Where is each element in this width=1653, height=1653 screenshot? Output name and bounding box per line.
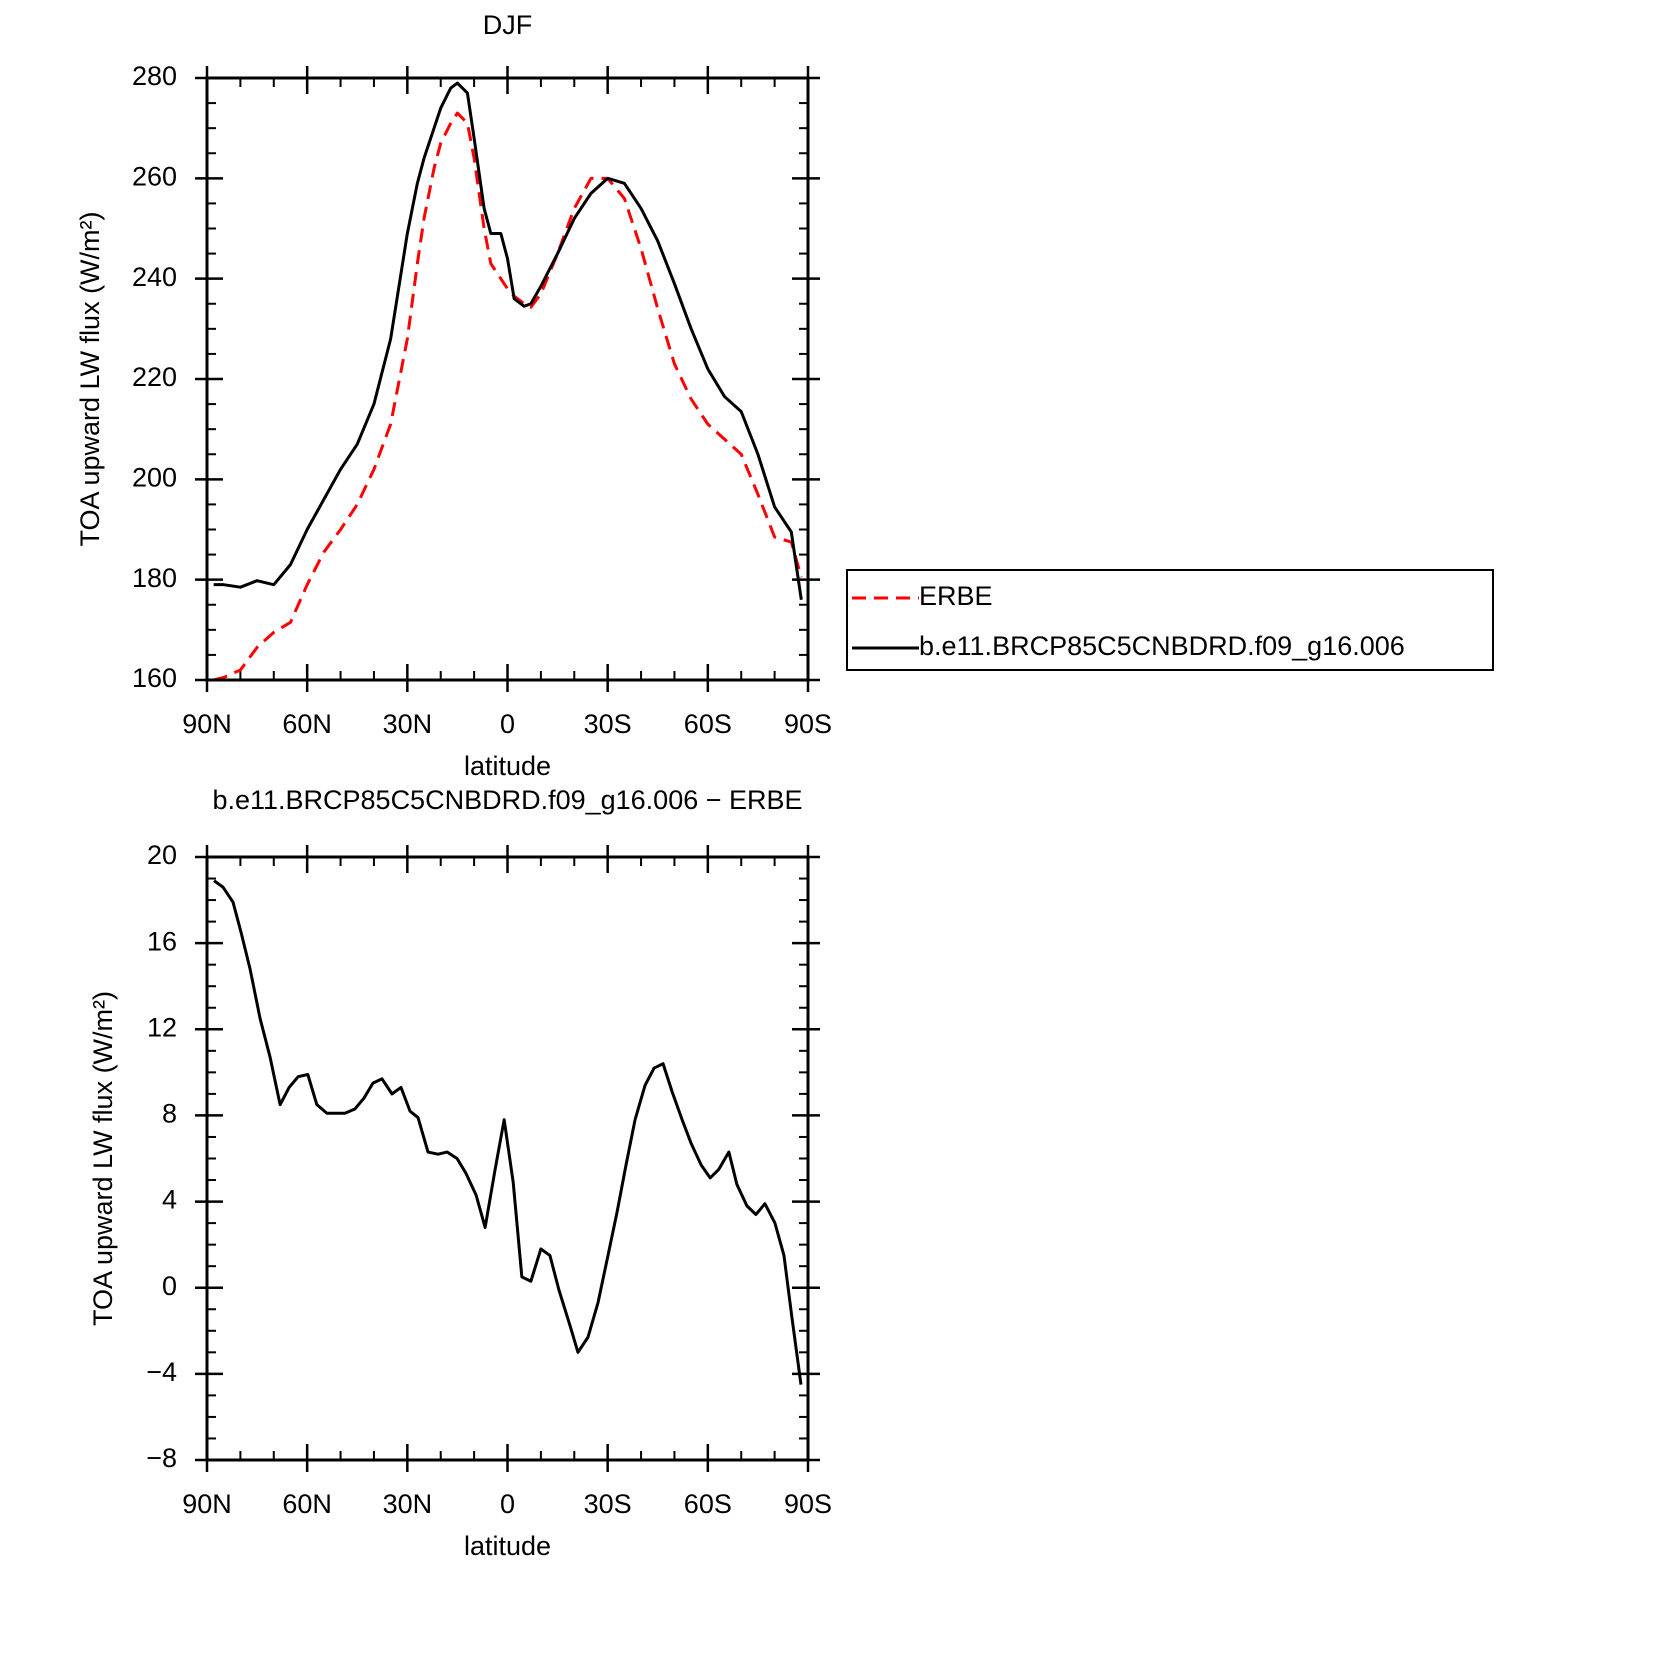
y-tick-label: −8 — [146, 1443, 177, 1473]
x-tick-label: 30S — [584, 1489, 632, 1519]
panel: DJF latitude TOA upward LW flux (W/m²) 160 1… — [75, 10, 1494, 781]
series-line — [213, 111, 803, 682]
x-tick-label: 0 — [500, 1489, 515, 1519]
x-tick-label: 30N — [383, 1489, 433, 1519]
x-tick-label: 90N — [182, 709, 232, 739]
y-tick-label: 4 — [162, 1185, 177, 1215]
series-line — [213, 879, 803, 1385]
panel-title: b.e11.BRCP85C5CNBDRD.f09_g16.006 − ERBE — [212, 785, 802, 815]
y-tick-label: 240 — [132, 262, 177, 292]
legend-label: ERBE — [919, 581, 993, 611]
y-tick-label: 12 — [147, 1012, 177, 1042]
x-tick-label: 60N — [282, 709, 332, 739]
x-tick-label: 30N — [383, 709, 433, 739]
x-tick-label: 90N — [182, 1489, 232, 1519]
series-line — [213, 81, 803, 600]
x-tick-label: 0 — [500, 709, 515, 739]
plot-frame — [205, 76, 810, 682]
y-tick-label: 0 — [162, 1271, 177, 1301]
y-tick-label: 200 — [132, 462, 177, 492]
legend-label: b.e11.BRCP85C5CNBDRD.f09_g16.006 — [919, 631, 1405, 661]
y-tick-label: 20 — [147, 840, 177, 870]
y-tick-label: −4 — [146, 1357, 177, 1387]
y-tick-label: 260 — [132, 161, 177, 191]
y-tick-label: 280 — [132, 61, 177, 91]
y-tick-label: 16 — [147, 926, 177, 956]
legend-box — [846, 569, 1494, 671]
x-tick-label: 90S — [784, 1489, 832, 1519]
x-axis-label: latitude — [464, 1531, 551, 1561]
y-axis-label: TOA upward LW flux (W/m²) — [75, 211, 105, 546]
plot-frame — [205, 855, 810, 1462]
x-tick-label: 60S — [684, 1489, 732, 1519]
x-tick-label: 60N — [282, 1489, 332, 1519]
y-axis-label: TOA upward LW flux (W/m²) — [88, 991, 118, 1326]
x-tick-label: 90S — [784, 709, 832, 739]
panel: b.e11.BRCP85C5CNBDRD.f09_g16.006 − ERBE l… — [88, 785, 832, 1561]
x-tick-label: 60S — [684, 709, 732, 739]
y-tick-label: 160 — [132, 663, 177, 693]
panel-title: DJF — [483, 10, 533, 40]
x-tick-label: 30S — [584, 709, 632, 739]
y-tick-label: 220 — [132, 362, 177, 392]
y-tick-label: 180 — [132, 563, 177, 593]
y-tick-label: 8 — [162, 1099, 177, 1129]
x-axis-label: latitude — [464, 751, 551, 781]
